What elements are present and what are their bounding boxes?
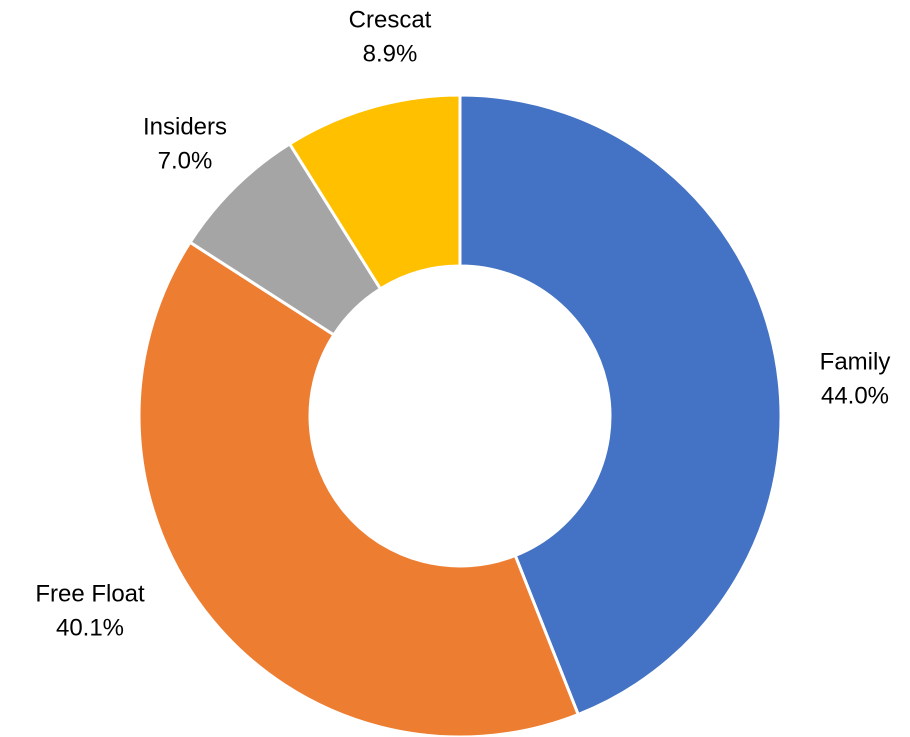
slice (137, 240, 581, 737)
slice-value: 40.1% (56, 614, 124, 641)
slice-value: 8.9% (363, 40, 418, 67)
slice (458, 93, 783, 717)
slice-value: 44.0% (821, 382, 889, 409)
slice-label: Family (820, 348, 891, 375)
slice (287, 93, 462, 291)
slice-label: Free Float (35, 580, 145, 607)
slice-value: 7.0% (158, 147, 213, 174)
slice-label: Crescat (349, 6, 432, 33)
slice-label: Insiders (143, 113, 227, 140)
